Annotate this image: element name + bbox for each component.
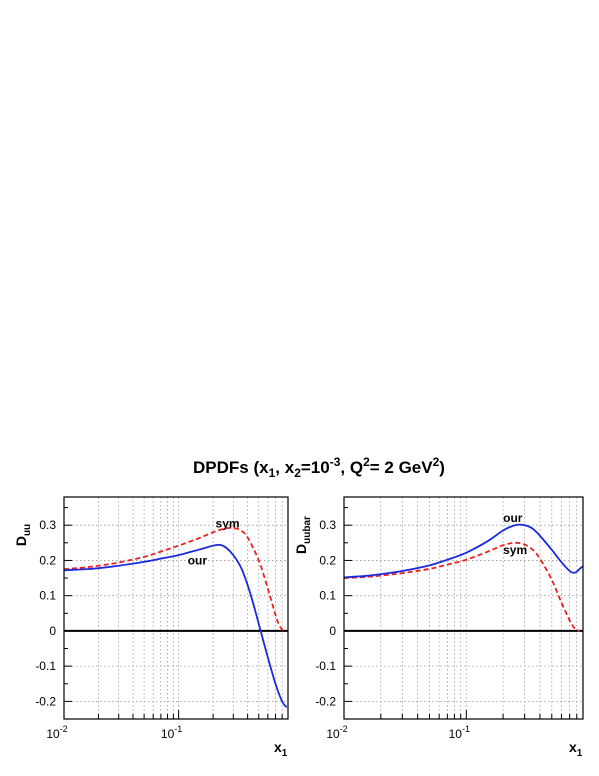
title-text-g: , Q: [340, 458, 363, 477]
curve-annotation: our: [188, 553, 208, 567]
x-axis-label: x1: [274, 739, 288, 759]
y-axis-label-sub: uubar: [302, 516, 313, 544]
x-axis-label-base: x: [569, 739, 577, 755]
y-tick-label: 0: [49, 624, 56, 638]
y-axis-label-base: D: [293, 544, 309, 554]
curve-annotation: sym: [503, 543, 527, 557]
y-tick-label: 0.1: [319, 589, 336, 603]
plot-frame: [343, 496, 584, 720]
title-sup-exp: -3: [330, 455, 341, 469]
y-tick-label: 0.3: [319, 518, 336, 532]
x-tick-label: 10-2: [326, 724, 347, 741]
x-tick-label: 10-1: [449, 724, 470, 741]
title-text-a: DPDFs (x: [193, 458, 269, 477]
title-text-i: = 2 GeV: [370, 458, 434, 477]
y-tick-label: 0.2: [319, 553, 336, 567]
y-tick-label: -0.1: [315, 659, 336, 673]
title-sub-2: 2: [294, 466, 301, 480]
title-text-k: ): [439, 458, 445, 477]
y-tick-label: 0: [329, 624, 336, 638]
title-sup-gev: 2: [433, 455, 440, 469]
y-axis-label: Duubar: [293, 516, 313, 554]
x-tick-base: 10: [326, 727, 340, 741]
x-tick-exp: -1: [174, 724, 182, 734]
figure-title: DPDFs (x1, x2=10-3, Q2= 2 GeV2): [193, 455, 445, 480]
x-axis-label: x1: [569, 739, 583, 759]
title-sup-q: 2: [363, 455, 370, 469]
title-text-c: , x: [275, 458, 294, 477]
y-tick-label: 0.3: [39, 518, 56, 532]
curve-annotation: our: [503, 511, 523, 525]
y-tick-label: -0.2: [35, 694, 56, 708]
series-line-dashed: [63, 526, 286, 632]
y-tick-label: -0.1: [35, 659, 56, 673]
title-sub-1: 1: [269, 466, 276, 480]
x-tick-exp: -1: [462, 724, 470, 734]
x-axis-label-sub: 1: [577, 748, 583, 759]
y-axis-label-sub: uu: [22, 524, 33, 536]
series-line-solid: [63, 543, 288, 708]
x-tick-base: 10: [161, 727, 175, 741]
x-tick-base: 10: [46, 727, 60, 741]
x-tick-label: 10-1: [161, 724, 182, 741]
series-line-dashed: [343, 541, 581, 632]
x-tick-exp: -2: [60, 724, 68, 734]
y-tick-label: 0.1: [39, 589, 56, 603]
y-tick-label: 0.2: [39, 553, 56, 567]
y-axis-label: Duu: [13, 524, 33, 546]
x-tick-exp: -2: [340, 724, 348, 734]
x-tick-base: 10: [449, 727, 463, 741]
title-text-e: =10: [301, 458, 330, 477]
y-axis-label-base: D: [13, 536, 29, 546]
y-tick-label: -0.2: [315, 694, 336, 708]
x-axis-label-base: x: [274, 739, 282, 755]
curve-annotation: sym: [216, 516, 240, 530]
x-tick-label: 10-2: [46, 724, 67, 741]
x-axis-label-sub: 1: [282, 748, 288, 759]
series-line-solid: [343, 523, 584, 579]
plot-frame: [63, 496, 289, 720]
